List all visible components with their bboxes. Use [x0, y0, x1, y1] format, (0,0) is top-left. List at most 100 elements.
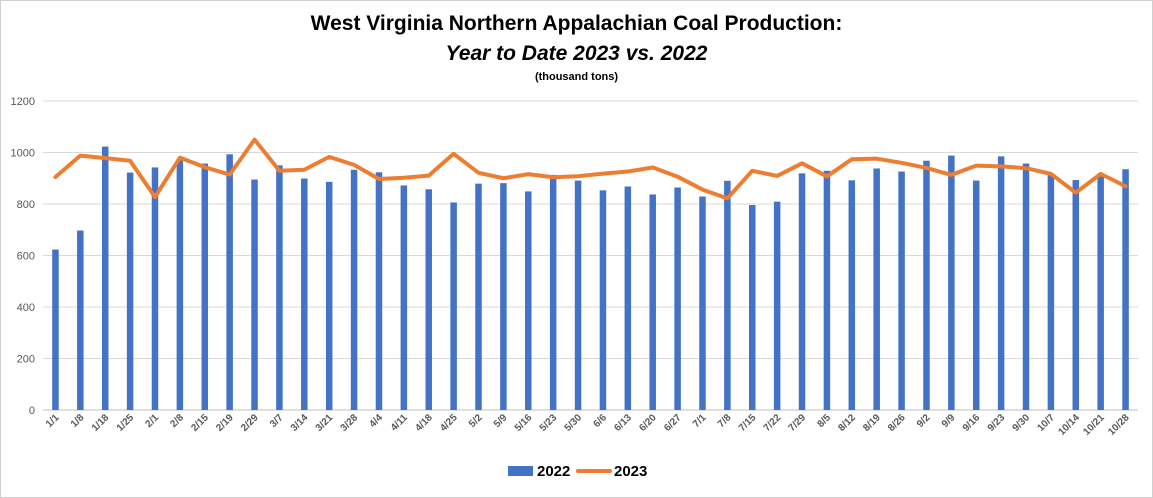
bar-2022-4/25: [450, 202, 457, 410]
bar-2022-3/21: [325, 181, 333, 410]
bar-2022-4/4: [375, 172, 383, 410]
bar-2022-2/1: [151, 167, 159, 410]
bar-2022-4/11: [400, 185, 408, 410]
bar-2022-5/30: [574, 180, 582, 410]
bar-2022-3/7: [276, 165, 283, 410]
bar-2022-2/15: [201, 163, 209, 410]
y-tick-label: 400: [17, 302, 35, 314]
bar-2022-1/25: [126, 172, 134, 410]
bar-2022-9/9: [948, 155, 955, 410]
x-tick-label: 9/23: [986, 412, 1008, 434]
x-tick-label: 8/12: [836, 412, 858, 434]
bar-2022-5/2: [475, 183, 482, 410]
x-tick-label: 2/8: [168, 412, 186, 430]
x-tick-label: 2/29: [239, 412, 261, 434]
x-tick-label: 7/29: [787, 412, 809, 434]
x-tick-label: 6/13: [612, 412, 634, 434]
x-tick-label: 7/8: [716, 412, 734, 430]
x-tick-label: 6/6: [591, 412, 609, 430]
bar-2022-8/5: [823, 170, 831, 410]
bar-2022-7/1: [699, 196, 706, 410]
legend-swatch-2022: [508, 466, 533, 476]
x-tick-label: 9/2: [915, 412, 933, 430]
x-tick-label: 1/1: [44, 412, 62, 430]
bar-2022-6/20: [649, 194, 656, 410]
x-tick-label: 2/15: [189, 412, 211, 434]
bar-2022-6/27: [674, 187, 681, 410]
bar-2022-9/23: [997, 156, 1005, 410]
bar-2022-1/18: [101, 146, 109, 410]
bar-2022-7/15: [749, 205, 756, 410]
x-tick-label: 7/22: [762, 412, 784, 434]
bar-2022-5/9: [500, 183, 507, 410]
bar-2022-8/12: [848, 180, 856, 410]
x-tick-label: 2/19: [214, 412, 236, 434]
bar-2022-3/28: [350, 169, 358, 410]
bar-2022-1/8: [77, 230, 84, 410]
bar-2022-1/1: [52, 249, 59, 410]
bar-2022-7/29: [798, 173, 806, 410]
x-tick-label: 9/30: [1011, 412, 1033, 434]
x-tick-label: 4/4: [367, 412, 385, 430]
x-tick-label: 7/15: [737, 412, 759, 434]
x-tick-label: 4/25: [438, 412, 460, 434]
bar-2022-7/8: [724, 180, 731, 410]
x-tick-label: 10/28: [1106, 412, 1132, 438]
y-tick-label: 800: [17, 199, 35, 211]
bar-2022-2/29: [251, 179, 258, 410]
y-tick-label: 1000: [11, 148, 35, 160]
x-tick-label: 10/14: [1056, 412, 1082, 438]
bar-2022-10/21: [1097, 173, 1104, 410]
y-tick-label: 200: [17, 354, 35, 366]
bar-2022-4/18: [425, 189, 432, 410]
x-tick-label: 1/18: [90, 412, 112, 434]
x-tick-label: 5/16: [513, 412, 535, 434]
bar-2022-8/26: [898, 171, 905, 410]
bar-2022-9/2: [923, 160, 930, 410]
bar-2022-7/22: [773, 201, 781, 410]
bar-2022-5/16: [525, 191, 532, 410]
chart-subtitle: Year to Date 2023 vs. 2022: [445, 42, 708, 65]
chart-unit: (thousand tons): [534, 71, 619, 83]
x-tick-label: 5/9: [492, 412, 510, 430]
bar-2022-5/23: [549, 174, 557, 410]
legend-label-2023: 2023: [614, 463, 647, 480]
bar-2022-2/19: [226, 154, 233, 410]
x-tick-label: 6/27: [662, 412, 684, 434]
x-tick-label: 3/14: [289, 412, 311, 434]
y-tick-label: 0: [29, 405, 35, 417]
x-tick-label: 5/2: [467, 412, 485, 430]
x-tick-label: 4/11: [389, 412, 410, 433]
x-tick-label: 8/19: [861, 412, 883, 434]
x-tick-label: 4/18: [413, 412, 435, 434]
x-tick-label: 1/25: [115, 412, 137, 434]
x-tick-label: 3/7: [268, 412, 286, 430]
bar-2022-9/16: [972, 180, 980, 410]
bar-2022-2/8: [176, 159, 184, 410]
x-tick-label: 9/9: [940, 412, 958, 430]
y-tick-label: 1200: [11, 96, 35, 108]
x-tick-label: 3/28: [339, 412, 361, 434]
x-tick-label: 2/1: [143, 412, 161, 430]
x-tick-label: 10/7: [1035, 412, 1057, 434]
bar-2022-6/13: [624, 186, 632, 410]
x-tick-label: 7/1: [691, 412, 709, 430]
x-tick-label: 8/5: [815, 412, 833, 430]
bar-2022-9/30: [1022, 163, 1030, 410]
bar-2022-10/7: [1047, 174, 1055, 410]
x-tick-label: 10/21: [1081, 412, 1107, 438]
x-tick-label: 9/16: [961, 412, 983, 434]
y-tick-label: 600: [17, 251, 35, 263]
x-tick-label: 3/21: [314, 412, 336, 434]
x-tick-label: 5/30: [563, 412, 585, 434]
bar-2022-6/6: [599, 190, 607, 410]
bar-2022-10/28: [1122, 169, 1129, 410]
line-2023: [53, 137, 1128, 201]
legend-label-2022: 2022: [537, 463, 570, 480]
x-tick-label: 5/23: [538, 412, 560, 434]
bar-2022-3/14: [301, 178, 308, 410]
x-tick-label: 6/20: [637, 412, 659, 434]
x-tick-label: 8/26: [886, 412, 908, 434]
chart-title: West Virginia Northern Appalachian Coal …: [310, 12, 843, 35]
